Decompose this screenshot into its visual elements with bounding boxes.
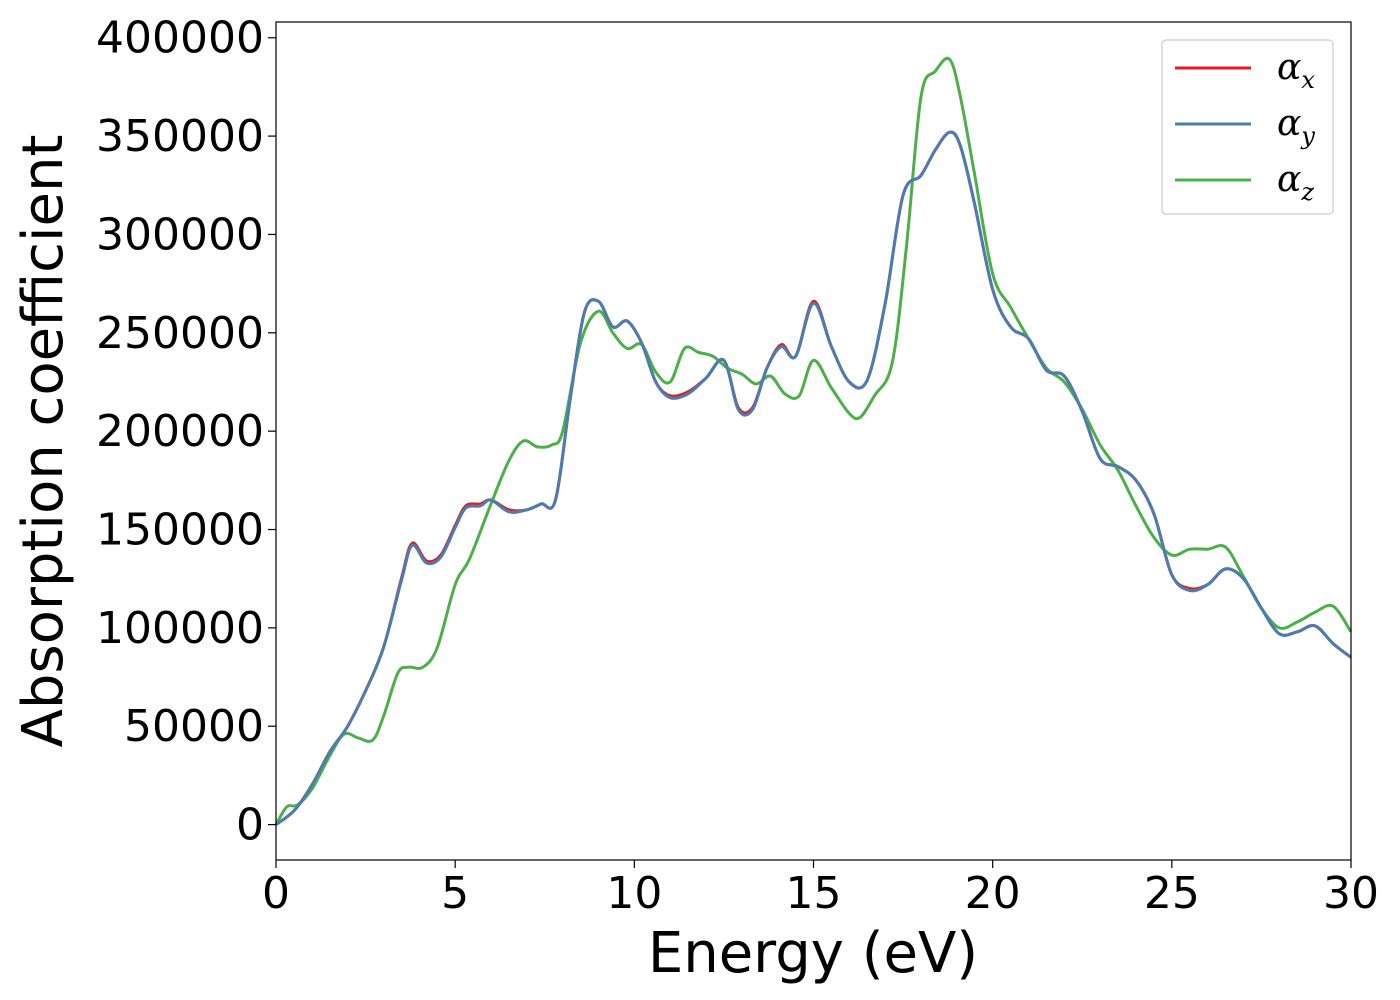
- y-axis: 0 50000 100000 150000 200000 250000 300000 3500…: [96, 13, 276, 851]
- x-tick-label: 10: [606, 868, 662, 919]
- y-tick-label: 250000: [96, 308, 264, 359]
- y-tick-label: 350000: [96, 111, 264, 162]
- y-tick-label: 100000: [96, 603, 264, 654]
- y-tick-label: 0: [236, 800, 264, 851]
- y-tick-label: 50000: [124, 701, 264, 752]
- x-axis-label: Energy (eV): [648, 921, 978, 986]
- legend-label-base: α: [1277, 103, 1301, 144]
- y-tick-label: 300000: [96, 209, 264, 260]
- y-axis-label: Absorption coefficient: [11, 135, 76, 748]
- x-tick-label: 30: [1323, 868, 1379, 919]
- legend-label-base: α: [1277, 159, 1301, 200]
- legend-label-z: αz: [1277, 159, 1314, 206]
- legend-label-base: α: [1277, 47, 1301, 88]
- legend-label-subscript: x: [1301, 66, 1315, 94]
- x-tick-label: 5: [441, 868, 469, 919]
- series-layer: [274, 56, 1353, 826]
- x-axis: 0 5 10 15 20 25 30: [262, 860, 1379, 919]
- y-tick-label: 150000: [96, 505, 264, 556]
- series-line-z: [274, 56, 1353, 826]
- legend-label-y: αy: [1277, 103, 1315, 150]
- legend-label-subscript: z: [1300, 178, 1314, 206]
- y-tick-label: 200000: [96, 406, 264, 457]
- series-line-y: [275, 130, 1352, 826]
- x-tick-label: 20: [965, 868, 1021, 919]
- legend-label-x: αx: [1277, 47, 1315, 94]
- x-tick-label: 25: [1144, 868, 1200, 919]
- legend-label-subscript: y: [1300, 122, 1315, 150]
- legend-box: [1161, 39, 1334, 215]
- x-tick-label: 15: [786, 868, 842, 919]
- x-tick-label: 0: [262, 868, 290, 919]
- y-tick-label: 400000: [96, 13, 264, 64]
